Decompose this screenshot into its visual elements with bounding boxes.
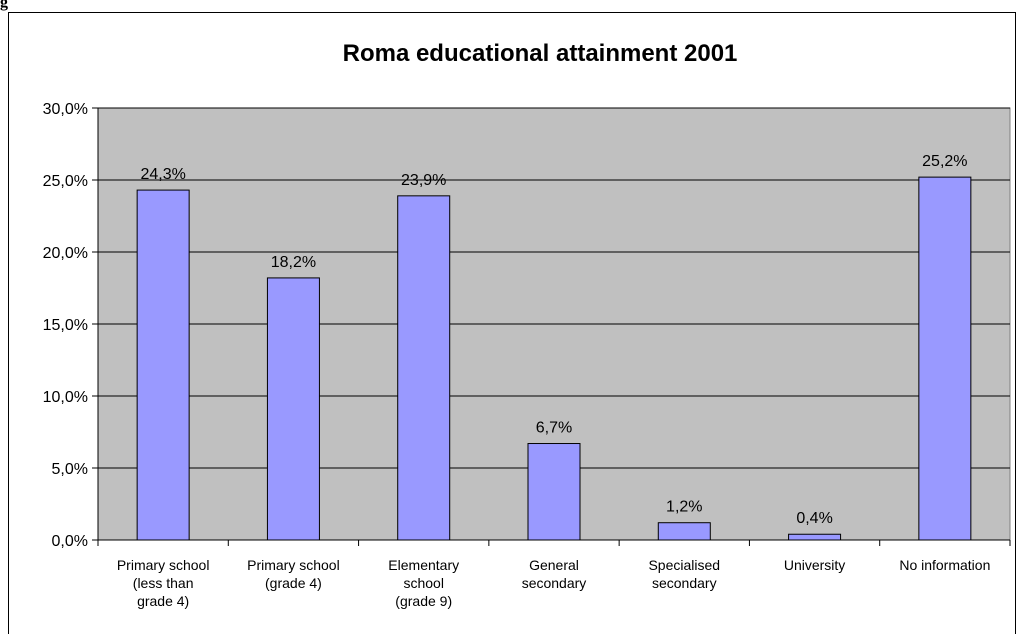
data-label: 25,2% [922, 153, 967, 170]
x-tick-label-line: Specialised [648, 557, 720, 573]
x-tick-label: Primary school (grade 4) [247, 557, 340, 591]
x-tick-label-line: (grade 4) [265, 575, 322, 591]
bar [527, 443, 581, 541]
y-tick-label: 30,0% [43, 101, 88, 118]
x-tick-label-line: (grade 9) [395, 593, 452, 609]
bar [136, 189, 190, 541]
gridlines [98, 107, 1010, 469]
data-label: 23,9% [401, 172, 446, 189]
x-tick-label-line: No information [899, 557, 990, 573]
x-tick-label-line: secondary [652, 575, 717, 591]
x-tick-label-line: school [403, 575, 443, 591]
x-tick-label-line: Primary school [247, 557, 340, 573]
chart-title: Roma educational attainment 2001 [343, 40, 738, 67]
x-tick-label-line: secondary [522, 575, 587, 591]
bar [918, 176, 972, 541]
x-tick-label-line: University [784, 557, 845, 573]
bar [397, 195, 451, 541]
y-tick-label: 25,0% [43, 173, 88, 190]
y-tick-label: 20,0% [43, 245, 88, 262]
x-tick-label: No information [899, 557, 990, 573]
y-tick-label: 10,0% [43, 389, 88, 406]
x-tick-label-line: Elementary [388, 557, 459, 573]
y-tick-label: 5,0% [52, 461, 88, 478]
x-axis: Primary school (less than grade 4)Primary … [97, 539, 1011, 609]
y-tick-label: 15,0% [43, 317, 88, 334]
bar [266, 277, 320, 541]
bar [788, 533, 842, 541]
page-header-fragment: g [0, 0, 8, 11]
data-label: 1,2% [666, 499, 702, 516]
data-label: 24,3% [140, 166, 185, 183]
data-label: 18,2% [271, 254, 316, 271]
x-tick-label-line: (less than [133, 575, 194, 591]
y-axis: 0,0% 5,0% 10,0% 15,0% 20,0% 25,0% 30,0% [43, 101, 99, 550]
data-label: 6,7% [536, 420, 572, 437]
data-label: 0,4% [796, 510, 832, 527]
bars: 24,3% 18,2% 23,9% 6,7% 1,2% 0,4% 25,2% [136, 153, 972, 541]
y-tick-label: 0,0% [52, 533, 88, 550]
x-tick-label-line: General [529, 557, 579, 573]
x-tick-label: General secondary [522, 557, 587, 591]
x-tick-label-line: Primary school [117, 557, 210, 573]
x-tick-label: University [784, 557, 845, 573]
x-tick-label: Specialised secondary [648, 557, 720, 591]
bar [657, 522, 711, 541]
x-tick-label: Elementary school (grade 9) [388, 557, 459, 609]
x-tick-label: Primary school (less than grade 4) [117, 557, 210, 609]
x-tick-label-line: grade 4) [137, 593, 189, 609]
